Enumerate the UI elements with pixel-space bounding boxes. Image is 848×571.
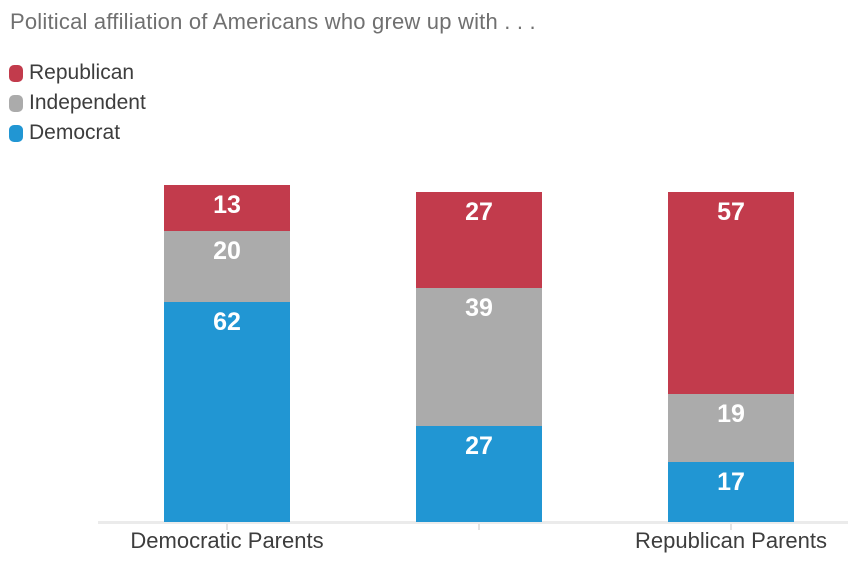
- legend-label-republican: Republican: [29, 61, 135, 84]
- segment-value-label: 39: [465, 293, 493, 322]
- stacked-bar: 13 20 62: [164, 185, 290, 522]
- x-axis-tick: [730, 524, 732, 530]
- segment-value-label: 57: [717, 198, 745, 227]
- bar-segment-republican: 13: [164, 185, 290, 232]
- segment-value-label: 17: [717, 467, 745, 496]
- x-axis-tick: [226, 524, 228, 530]
- legend-label-independent: Independent: [29, 91, 146, 114]
- legend-label-democrat: Democrat: [29, 121, 121, 144]
- x-axis-tick: [478, 524, 480, 530]
- democrat-swatch-icon: [9, 124, 23, 142]
- bar-segment-democrat: 27: [416, 426, 542, 522]
- chart-title: Political affiliation of Americans who g…: [10, 9, 536, 34]
- segment-value-label: 62: [213, 308, 241, 337]
- segment-value-label: 20: [213, 237, 241, 266]
- bar-segment-independent: 39: [416, 287, 542, 427]
- bar-segment-democrat: 17: [668, 461, 794, 522]
- x-axis-line: [98, 521, 848, 524]
- stacked-bar: 57 19 17: [668, 192, 794, 522]
- legend-item-republican: Republican: [9, 58, 146, 88]
- segment-value-label: 13: [213, 191, 241, 220]
- legend: Republican Independent Democrat: [9, 58, 146, 148]
- stacked-bar: 27 39 27: [416, 192, 542, 522]
- bar-segment-democrat: 62: [164, 302, 290, 522]
- independent-swatch-icon: [9, 94, 23, 112]
- x-axis-label: Democratic Parents: [130, 528, 324, 553]
- bar-segment-independent: 19: [668, 394, 794, 462]
- x-axis-label: Republican Parents: [634, 528, 827, 553]
- segment-value-label: 27: [465, 432, 493, 461]
- republican-swatch-icon: [9, 64, 23, 82]
- legend-item-democrat: Democrat: [9, 118, 146, 148]
- bar-segment-republican: 27: [416, 192, 542, 288]
- legend-item-independent: Independent: [9, 88, 146, 118]
- bar-segment-republican: 57: [668, 192, 794, 395]
- segment-value-label: 27: [465, 198, 493, 227]
- segment-value-label: 19: [717, 400, 745, 429]
- bar-segment-independent: 20: [164, 231, 290, 303]
